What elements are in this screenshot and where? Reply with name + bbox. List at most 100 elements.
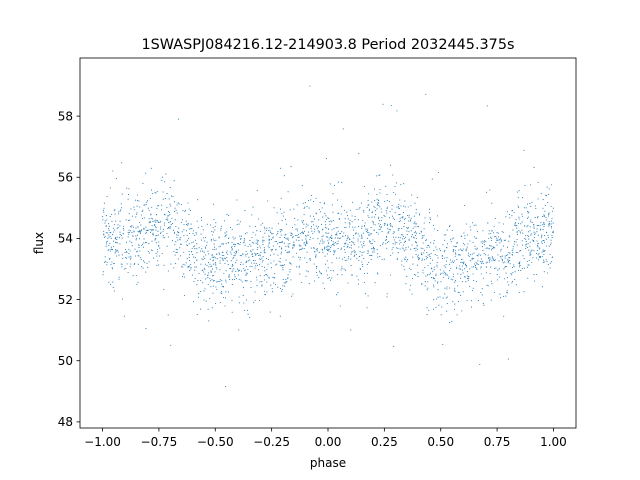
data-point xyxy=(358,246,360,248)
data-point xyxy=(187,266,190,268)
data-point xyxy=(209,263,211,265)
data-point xyxy=(422,236,424,238)
data-point xyxy=(189,270,191,272)
data-point xyxy=(536,225,538,227)
data-point xyxy=(214,271,216,273)
data-point xyxy=(435,275,437,277)
data-point xyxy=(256,239,258,241)
data-point xyxy=(445,263,447,266)
data-point xyxy=(531,222,533,224)
data-point xyxy=(549,244,552,246)
data-point xyxy=(339,232,341,235)
data-point xyxy=(393,239,395,241)
data-point xyxy=(318,252,320,254)
data-point xyxy=(339,305,341,307)
data-point xyxy=(105,245,107,247)
data-point xyxy=(328,217,330,219)
data-point xyxy=(520,223,522,225)
data-point xyxy=(313,246,315,249)
data-point xyxy=(109,216,111,218)
data-point xyxy=(317,238,319,240)
data-point xyxy=(219,260,221,262)
data-point xyxy=(404,241,406,243)
data-point xyxy=(273,277,275,279)
data-point xyxy=(330,279,332,281)
data-point xyxy=(114,213,116,215)
data-point xyxy=(328,220,330,222)
data-point xyxy=(117,224,119,226)
data-point xyxy=(552,222,554,224)
data-point xyxy=(167,215,169,217)
data-point xyxy=(205,300,207,302)
data-point xyxy=(157,251,159,253)
data-point xyxy=(212,292,214,294)
data-point xyxy=(495,267,497,269)
data-point xyxy=(287,274,289,276)
data-point xyxy=(392,246,394,249)
data-point xyxy=(438,304,440,306)
data-point xyxy=(190,263,192,266)
data-point xyxy=(503,268,505,270)
data-point xyxy=(549,267,551,269)
data-point xyxy=(424,217,426,219)
data-point xyxy=(514,278,516,281)
data-point xyxy=(480,266,482,268)
data-point xyxy=(178,203,180,205)
data-point xyxy=(221,285,223,287)
data-point xyxy=(220,292,222,294)
data-point xyxy=(310,221,312,223)
data-point xyxy=(461,269,464,271)
data-point xyxy=(378,204,380,207)
data-point xyxy=(188,232,191,234)
data-point xyxy=(194,277,196,279)
data-point xyxy=(467,254,469,256)
data-point xyxy=(155,238,157,240)
data-point xyxy=(480,267,482,269)
data-point xyxy=(204,263,206,265)
data-point xyxy=(530,205,532,207)
y-tick-label: 50 xyxy=(58,354,73,368)
data-point xyxy=(204,237,206,239)
data-point xyxy=(528,260,530,262)
data-point xyxy=(117,251,119,253)
data-point xyxy=(235,244,237,246)
data-point xyxy=(527,231,529,233)
data-point xyxy=(330,234,333,236)
data-point xyxy=(277,232,279,234)
data-point xyxy=(186,234,188,236)
data-point xyxy=(156,207,158,209)
data-point xyxy=(314,280,316,282)
data-point xyxy=(511,209,514,212)
data-point xyxy=(102,274,104,276)
data-point xyxy=(164,214,166,216)
data-point xyxy=(327,236,329,238)
data-point xyxy=(155,235,157,237)
data-point xyxy=(132,275,134,277)
data-point xyxy=(289,262,291,264)
data-point xyxy=(251,254,253,256)
data-point xyxy=(155,221,157,223)
data-point xyxy=(260,252,262,254)
data-point xyxy=(450,241,452,243)
data-point xyxy=(524,184,526,187)
x-tick-label: 0.00 xyxy=(315,435,342,449)
data-point xyxy=(344,226,346,229)
data-point xyxy=(170,195,173,197)
data-point xyxy=(401,228,403,230)
data-point xyxy=(432,284,435,286)
data-point xyxy=(386,241,388,243)
data-point xyxy=(167,270,169,272)
data-point xyxy=(231,284,233,286)
data-point xyxy=(197,296,199,298)
data-point xyxy=(204,273,206,275)
data-point xyxy=(210,270,212,272)
data-point xyxy=(143,217,145,219)
data-point xyxy=(349,247,351,249)
data-point xyxy=(272,237,274,239)
data-point xyxy=(434,228,436,230)
data-point xyxy=(463,261,465,263)
data-point xyxy=(406,276,408,278)
data-point xyxy=(183,294,186,297)
data-point xyxy=(430,272,432,274)
data-point xyxy=(145,172,147,174)
